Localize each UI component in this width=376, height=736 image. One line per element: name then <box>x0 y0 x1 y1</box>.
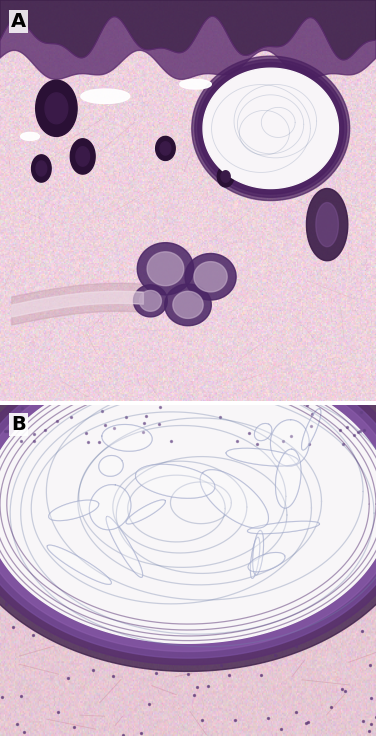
Polygon shape <box>139 291 161 311</box>
Polygon shape <box>36 161 47 176</box>
Polygon shape <box>203 68 338 188</box>
Polygon shape <box>70 139 95 174</box>
Text: A: A <box>11 12 26 31</box>
Polygon shape <box>165 284 211 326</box>
Polygon shape <box>32 155 51 182</box>
Polygon shape <box>135 464 215 498</box>
Polygon shape <box>0 344 376 665</box>
Polygon shape <box>36 80 77 136</box>
Polygon shape <box>160 142 171 155</box>
Polygon shape <box>306 188 348 261</box>
Polygon shape <box>0 357 376 651</box>
Polygon shape <box>126 500 165 524</box>
Polygon shape <box>147 252 184 286</box>
Polygon shape <box>76 146 89 166</box>
Polygon shape <box>250 537 260 578</box>
Polygon shape <box>137 243 194 295</box>
Polygon shape <box>180 79 211 89</box>
Polygon shape <box>156 136 175 160</box>
Polygon shape <box>247 521 320 534</box>
Polygon shape <box>106 517 143 577</box>
Polygon shape <box>99 456 123 476</box>
Polygon shape <box>200 470 268 528</box>
Polygon shape <box>133 285 167 317</box>
Polygon shape <box>255 423 272 441</box>
Polygon shape <box>194 262 227 292</box>
Polygon shape <box>316 202 338 247</box>
Polygon shape <box>173 291 203 319</box>
Polygon shape <box>47 545 111 584</box>
Polygon shape <box>276 449 301 508</box>
Polygon shape <box>49 500 99 520</box>
Polygon shape <box>89 485 131 530</box>
Polygon shape <box>0 350 376 658</box>
Polygon shape <box>302 408 321 450</box>
Polygon shape <box>21 132 39 141</box>
Polygon shape <box>226 448 299 466</box>
Polygon shape <box>81 89 130 104</box>
Text: B: B <box>11 415 26 434</box>
Polygon shape <box>248 553 285 572</box>
Polygon shape <box>217 166 234 187</box>
Polygon shape <box>0 365 376 643</box>
Polygon shape <box>45 93 68 124</box>
Polygon shape <box>185 253 236 300</box>
Polygon shape <box>102 425 152 451</box>
Polygon shape <box>195 60 347 197</box>
Polygon shape <box>270 420 309 466</box>
Polygon shape <box>198 63 344 194</box>
Polygon shape <box>192 56 350 200</box>
Polygon shape <box>221 171 230 183</box>
Polygon shape <box>0 337 376 671</box>
Polygon shape <box>253 531 264 575</box>
